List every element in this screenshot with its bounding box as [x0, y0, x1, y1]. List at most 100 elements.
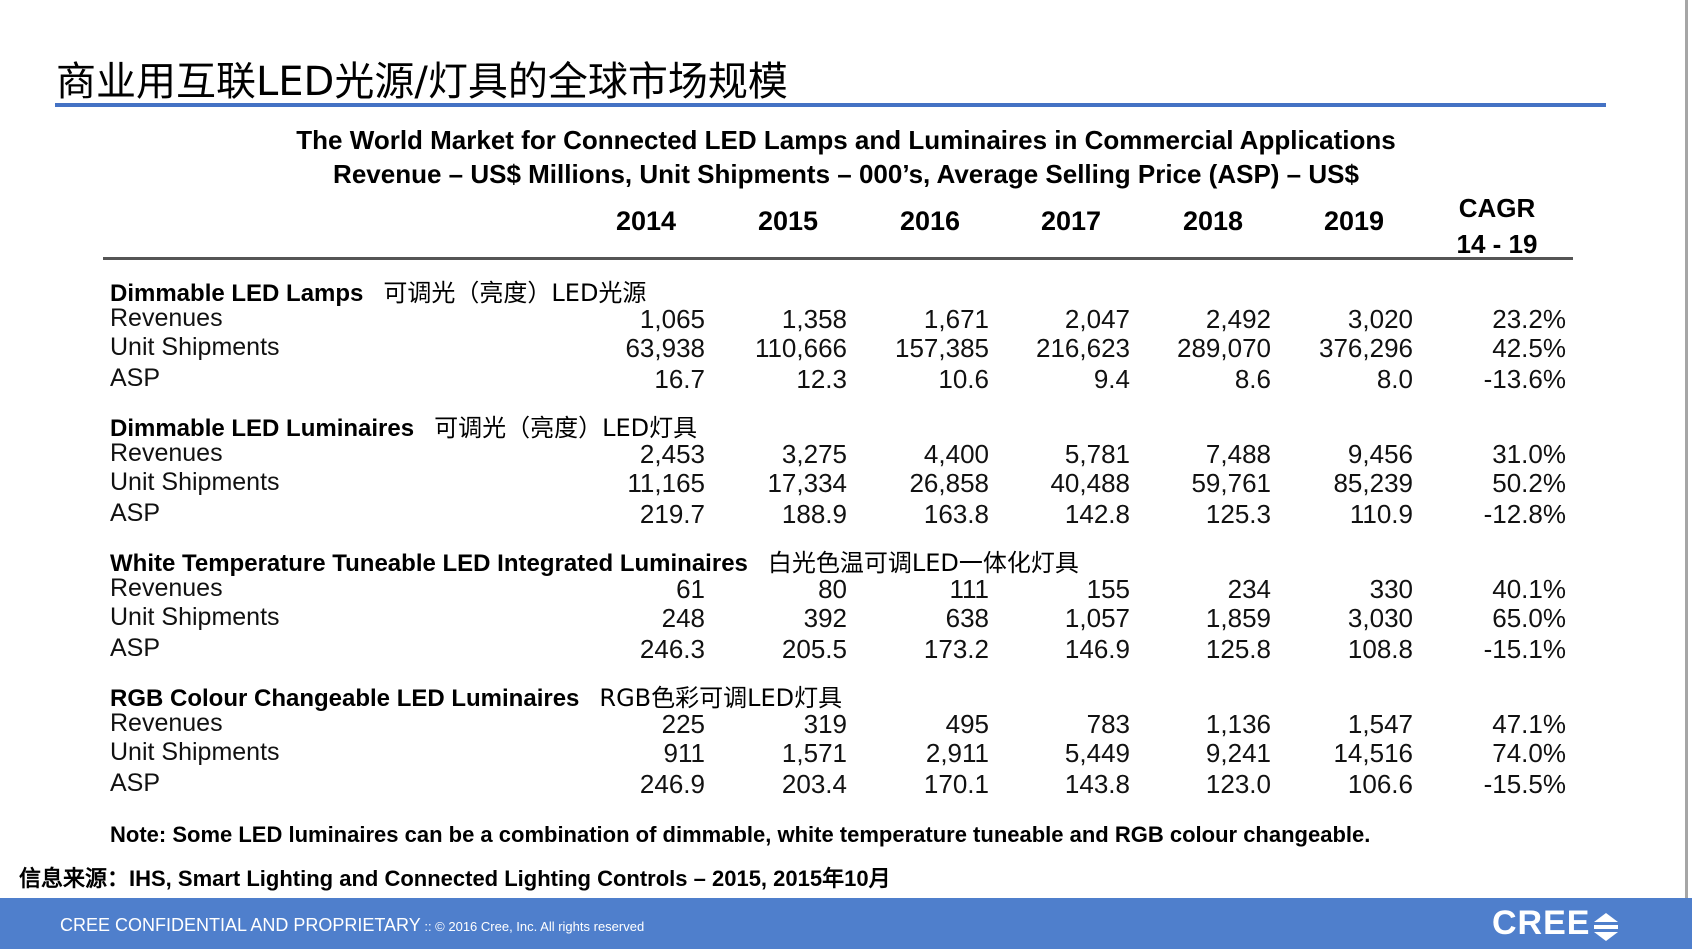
table-cell: 146.9 [1064, 634, 1130, 664]
cagr-cell: -12.8% [1483, 499, 1566, 529]
table-cell: 110,666 [754, 333, 847, 363]
table-cell: 376,296 [1319, 333, 1413, 363]
table-cell: 40,488 [1050, 468, 1130, 498]
table-cell: 216,623 [1036, 333, 1130, 363]
table-cell: 12.3 [796, 364, 847, 394]
row-label: ASP [110, 499, 161, 527]
year-header-2016: 2016 [900, 206, 961, 236]
cagr-cell: 23.2% [1492, 304, 1566, 334]
cree-logo-mark-icon [1594, 913, 1618, 941]
table-cell: 142.8 [1064, 499, 1130, 529]
table-cell: 219.7 [639, 499, 705, 529]
year-header-2019: 2019 [1324, 206, 1385, 236]
table-cell: 80 [818, 574, 847, 604]
table-cell: 8.6 [1234, 364, 1271, 394]
row-label: Revenues [110, 574, 223, 602]
table-cell: 155 [1086, 574, 1130, 604]
table-cell: 319 [803, 709, 847, 739]
table-cell: 110.9 [1349, 499, 1413, 529]
table-cell: 495 [945, 709, 989, 739]
cagr-cell: -15.5% [1483, 769, 1566, 799]
section-title-cn: 可调光（亮度）LED光源 [383, 279, 647, 307]
slide-edge-line [1685, 0, 1688, 900]
table-cell: 157,385 [895, 333, 989, 363]
table-cell: 173.2 [923, 634, 989, 664]
section-title: RGB Colour Changeable LED Luminaires RGB色… [110, 678, 842, 713]
table-cell: 106.6 [1347, 769, 1413, 799]
header-rule [103, 257, 1573, 260]
table-cell: 14,516 [1333, 738, 1413, 768]
table-cell: 3,020 [1347, 304, 1413, 334]
table-cell: 3,275 [781, 439, 847, 469]
slide-title: 商业用互联LED光源/灯具的全球市场规模 [56, 59, 788, 105]
table-cell: 5,449 [1064, 738, 1130, 768]
row-label: Revenues [110, 709, 223, 737]
table-cell: 330 [1369, 574, 1413, 604]
table-title-line-2: Revenue – US$ Millions, Unit Shipments –… [333, 159, 1359, 189]
section-title-en: Dimmable LED Luminaires [110, 415, 415, 442]
table-cell: 911 [663, 738, 705, 768]
table-cell: 125.3 [1205, 499, 1271, 529]
table-cell: 289,070 [1177, 333, 1271, 363]
cagr-cell: 40.1% [1492, 574, 1566, 604]
table-cell: 4,400 [923, 439, 989, 469]
cagr-cell: -13.6% [1483, 364, 1566, 394]
table-cell: 1,065 [639, 304, 705, 334]
row-label: ASP [110, 364, 161, 392]
table-cell: 10.6 [938, 364, 989, 394]
table-cell: 203.4 [781, 769, 847, 799]
cagr-header: CAGR 14 - 19 [1437, 190, 1557, 262]
table-cell: 61 [676, 574, 705, 604]
table-cell: 16.7 [654, 364, 705, 394]
table-cell: 63,938 [625, 333, 705, 363]
cagr-header-label: CAGR [1458, 193, 1536, 223]
row-label: Unit Shipments [110, 333, 280, 361]
section-title-en: Dimmable LED Lamps [110, 280, 364, 307]
section-title: Dimmable LED Lamps 可调光（亮度）LED光源 [110, 273, 646, 308]
table-cell: 123.0 [1205, 769, 1271, 799]
table-cell: 7,488 [1205, 439, 1271, 469]
table-cell: 143.8 [1064, 769, 1130, 799]
source-citation: 信息来源：IHS, Smart Lighting and Connected L… [19, 866, 891, 891]
cagr-cell: 42.5% [1492, 333, 1566, 363]
table-cell: 246.3 [639, 634, 705, 664]
year-header-2015: 2015 [758, 206, 819, 236]
table-cell: 1,571 [781, 738, 847, 768]
table-cell: 2,492 [1205, 304, 1271, 334]
cagr-cell: -15.1% [1483, 634, 1566, 664]
table-cell: 1,671 [923, 304, 989, 334]
cagr-cell: 47.1% [1492, 709, 1566, 739]
row-label: ASP [110, 634, 161, 662]
table-cell: 111 [949, 574, 989, 604]
table-cell: 205.5 [781, 634, 847, 664]
section-title-en: White Temperature Tuneable LED Integrate… [110, 550, 748, 577]
table-cell: 125.8 [1205, 634, 1271, 664]
section-title: Dimmable LED Luminaires 可调光（亮度）LED灯具 [110, 408, 697, 443]
row-label: Revenues [110, 304, 223, 332]
section-title-en: RGB Colour Changeable LED Luminaires [110, 685, 580, 712]
row-label: Unit Shipments [110, 738, 280, 766]
table-cell: 9,456 [1347, 439, 1413, 469]
row-label: Unit Shipments [110, 468, 280, 496]
section-title-cn: 可调光（亮度）LED灯具 [434, 414, 698, 442]
table-cell: 1,859 [1205, 603, 1271, 633]
footer-bar: CREE CONFIDENTIAL AND PROPRIETARY :: © 2… [0, 898, 1692, 949]
table-cell: 17,334 [767, 468, 847, 498]
row-label: ASP [110, 769, 161, 797]
cagr-cell: 65.0% [1492, 603, 1566, 633]
table-cell: 163.8 [923, 499, 989, 529]
table-cell: 5,781 [1064, 439, 1130, 469]
table-cell: 2,911 [925, 738, 989, 768]
table-cell: 26,858 [909, 468, 989, 498]
year-header-2014: 2014 [616, 206, 677, 236]
table-cell: 1,057 [1064, 603, 1130, 633]
section-title-cn: RGB色彩可调LED灯具 [599, 684, 843, 712]
table-note: Note: Some LED luminaires can be a combi… [110, 822, 1371, 847]
table-cell: 85,239 [1333, 468, 1413, 498]
table-cell: 234 [1227, 574, 1271, 604]
cagr-cell: 31.0% [1492, 439, 1566, 469]
cagr-header-range: 14 - 19 [1456, 229, 1538, 259]
table-cell: 1,358 [781, 304, 847, 334]
table-cell: 59,761 [1191, 468, 1271, 498]
table-cell: 638 [945, 603, 989, 633]
